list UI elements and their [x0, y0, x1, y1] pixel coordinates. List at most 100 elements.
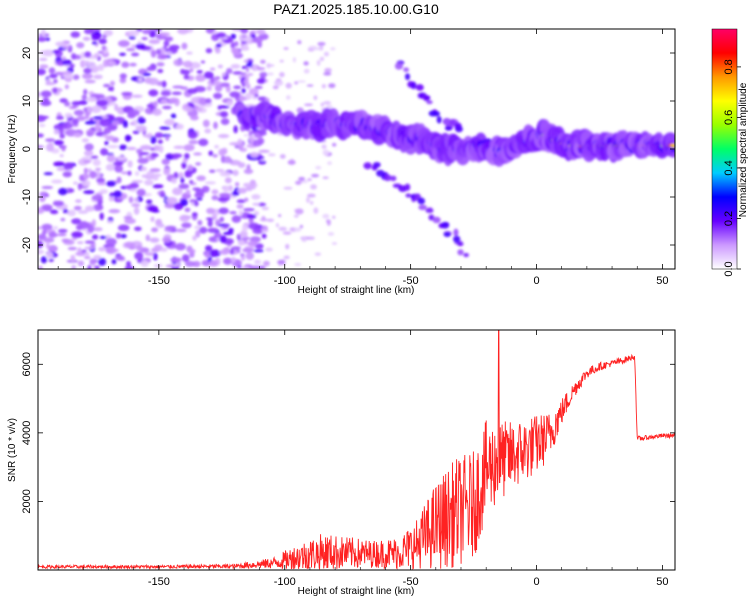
heatmap-cell	[297, 80, 306, 83]
heatmap-cell	[231, 191, 240, 197]
heatmap-cell	[223, 257, 233, 265]
spectrogram-x-ticks: -150 -100 -50 0 50	[57, 29, 669, 287]
heatmap-cell	[293, 214, 299, 218]
x-tick-label: 0	[533, 275, 539, 287]
heatmap-cell	[323, 101, 332, 105]
heatmap-cell	[432, 110, 441, 117]
heatmap-cell	[306, 84, 314, 87]
x-tick-label: -50	[403, 576, 419, 588]
heatmap-cell	[209, 67, 216, 71]
heatmap-cell	[327, 161, 333, 166]
heatmap-cell	[153, 263, 163, 268]
heatmap-cell	[165, 51, 173, 56]
heatmap-cell	[84, 205, 95, 212]
heatmap-cell	[236, 199, 246, 204]
x-tick-label: -150	[148, 275, 170, 287]
heatmap-cell	[261, 206, 270, 211]
heatmap-cell	[83, 167, 88, 174]
heatmap-cell	[43, 172, 53, 176]
heatmap-cell	[245, 66, 250, 73]
heatmap-cell	[219, 192, 231, 198]
heatmap-cell	[234, 49, 241, 56]
heatmap-cell	[171, 91, 182, 96]
heatmap-cell	[81, 94, 88, 101]
heatmap-cell	[193, 201, 199, 207]
heatmap-cell	[62, 171, 72, 178]
colorbar-ticks: 0.0 0.2 0.4 0.6 0.8	[723, 59, 741, 277]
heatmap-cell	[92, 204, 104, 211]
heatmap-cell	[189, 68, 194, 73]
heatmap-cell	[394, 62, 404, 70]
heatmap-cell	[212, 153, 218, 158]
heatmap-cell	[48, 67, 56, 74]
heatmap-cell	[77, 183, 82, 191]
heatmap-cell	[283, 47, 289, 50]
heatmap-cell	[146, 66, 154, 72]
heatmap-cell	[106, 154, 116, 163]
heatmap-cell	[200, 60, 206, 64]
heatmap-cell	[49, 73, 58, 79]
heatmap-cell	[155, 48, 162, 55]
heatmap-cell	[195, 162, 202, 166]
heatmap-cell	[76, 115, 86, 122]
heatmap-cell	[61, 122, 73, 129]
heatmap-cell	[144, 179, 154, 186]
heatmap-cell	[405, 193, 412, 198]
heatmap-cell	[328, 83, 336, 89]
heatmap-cell	[295, 180, 302, 185]
heatmap-cell	[226, 67, 233, 75]
heatmap-cell	[47, 142, 54, 146]
heatmap-cell	[190, 115, 199, 121]
heatmap-cell	[162, 236, 171, 243]
heatmap-cell	[160, 190, 165, 197]
heatmap-cell	[61, 144, 66, 152]
heatmap-cell	[154, 244, 163, 251]
heatmap-cell	[243, 59, 249, 63]
heatmap-cell	[218, 207, 229, 215]
heatmap-cell	[258, 130, 267, 136]
heatmap-cell	[258, 160, 267, 165]
heatmap-cell	[146, 104, 155, 108]
heatmap-cell	[133, 206, 140, 215]
heatmap-cell	[150, 216, 155, 223]
heatmap-cell	[93, 53, 100, 59]
heatmap-cell	[156, 54, 167, 60]
heatmap-cell	[215, 32, 227, 38]
heatmap-cell	[313, 207, 319, 214]
heatmap-cell	[217, 64, 223, 69]
heatmap-cell	[99, 212, 104, 221]
heatmap-cell	[205, 48, 213, 54]
heatmap-cell	[142, 29, 152, 35]
heatmap-cell	[83, 67, 92, 74]
heatmap-cell	[304, 103, 313, 107]
heatmap-cell	[174, 243, 186, 251]
heatmap-cell	[90, 243, 96, 247]
heatmap-cell	[220, 118, 230, 125]
heatmap-cell	[91, 194, 103, 201]
heatmap-cell	[84, 252, 90, 256]
heatmap-cell	[141, 37, 148, 41]
heatmap-cell	[181, 42, 188, 50]
heatmap-cell	[95, 170, 101, 179]
heatmap-cell	[45, 82, 56, 86]
heatmap-cell	[74, 252, 87, 256]
snr-background	[38, 330, 675, 570]
heatmap-cell	[231, 29, 243, 32]
heatmap-cell	[53, 140, 64, 146]
heatmap-cell	[177, 29, 189, 35]
heatmap-cell	[72, 74, 80, 80]
heatmap-cell	[92, 227, 103, 232]
heatmap-cell	[117, 224, 130, 232]
heatmap-cell	[62, 73, 75, 79]
heatmap-cell	[106, 220, 114, 224]
heatmap-cell	[92, 116, 103, 120]
heatmap-cell	[196, 107, 203, 112]
heatmap-cell	[83, 190, 95, 195]
heatmap-cell	[321, 83, 327, 89]
heatmap-cell	[265, 247, 273, 252]
colorbar-label: Normalized spectral amplitude	[738, 82, 749, 217]
heatmap-cell	[40, 90, 52, 98]
heatmap-cell	[237, 187, 247, 194]
heatmap-cell	[156, 224, 165, 228]
heatmap-cell	[108, 208, 121, 214]
